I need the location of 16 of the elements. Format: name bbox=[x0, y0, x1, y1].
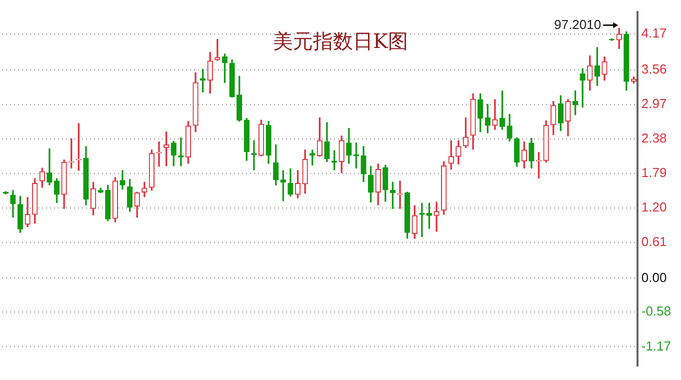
y-tick-label: 1.20 bbox=[641, 200, 667, 215]
y-tick-label: 0.00 bbox=[641, 270, 667, 285]
candlestick bbox=[492, 99, 498, 130]
y-tick-label: 2.97 bbox=[641, 96, 667, 111]
y-tick-label: 0.61 bbox=[641, 234, 667, 250]
y-tick-label: -1.17 bbox=[641, 338, 672, 354]
text: 美元指数日K图 bbox=[273, 29, 408, 53]
y-tick-label: 4.17 bbox=[641, 26, 667, 41]
candlestick bbox=[214, 38, 220, 61]
annotation: 97.2010 bbox=[554, 16, 602, 32]
candlestick bbox=[251, 140, 257, 170]
y-tick-label: -0.58 bbox=[641, 304, 672, 319]
y-tick-label: 2.38 bbox=[641, 130, 667, 146]
candlestick bbox=[434, 202, 440, 232]
y-tick-label: 3.56 bbox=[641, 61, 667, 76]
y-tick-label: 1.79 bbox=[641, 164, 667, 180]
